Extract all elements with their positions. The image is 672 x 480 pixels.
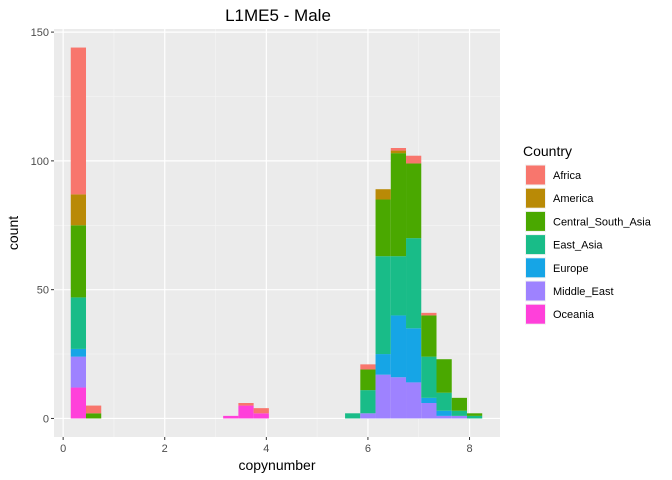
bar-segment-europe xyxy=(421,397,437,403)
bar-segment-middle-east xyxy=(436,415,452,419)
bar-segment-middle-east xyxy=(390,377,407,419)
stacked-bars xyxy=(70,47,483,419)
bar-segment-america xyxy=(375,189,391,200)
y-tick-label: 150 xyxy=(31,27,49,39)
x-axis-title: copynumber xyxy=(238,457,315,473)
legend-label: Europe xyxy=(553,263,588,275)
bar-segment-east-asia xyxy=(466,415,483,419)
bar-segment-europe xyxy=(406,328,422,383)
x-tick-label: 6 xyxy=(365,443,371,455)
legend-swatch xyxy=(526,258,545,278)
legend-label: Africa xyxy=(553,170,582,182)
bar-segment-europe xyxy=(390,315,407,378)
bar-segment-east-asia xyxy=(421,356,437,398)
legend-label: Middle_East xyxy=(553,286,614,298)
minor-gridlines xyxy=(54,29,500,437)
bar-segment-east-asia xyxy=(406,238,422,329)
legend-label: America xyxy=(553,193,594,205)
bar-segment-africa xyxy=(390,148,407,151)
bar-segment-central-south-asia xyxy=(451,397,467,411)
y-axis-title: count xyxy=(5,216,21,250)
legend-swatch xyxy=(526,304,545,324)
legend-label: Central_South_Asia xyxy=(553,216,652,228)
bar-segment-europe xyxy=(436,410,452,416)
bar-segment-central-south-asia xyxy=(390,153,407,257)
bar-segment-america xyxy=(70,194,87,226)
bar-segment-middle-east xyxy=(451,415,467,419)
bar-segment-east-asia xyxy=(390,256,407,316)
bar-segment-central-south-asia xyxy=(466,413,483,416)
bar-segment-central-south-asia xyxy=(360,369,376,391)
bar-segment-africa xyxy=(406,155,422,164)
legend: Country Africa America Central_South_Asia E… xyxy=(523,143,652,325)
bar-segment-east-asia xyxy=(375,256,391,355)
bar-segment-east-asia xyxy=(451,410,467,416)
legend-swatch xyxy=(526,165,545,185)
bar-segment-oceania xyxy=(223,415,239,419)
chart-title: L1ME5 - Male xyxy=(225,6,331,25)
x-tick-label: 2 xyxy=(162,443,168,455)
x-tick-label: 8 xyxy=(466,443,472,455)
x-tick-label: 0 xyxy=(60,443,66,455)
bar-segment-central-south-asia xyxy=(375,199,391,257)
legend-swatch xyxy=(526,188,545,208)
bar-segment-africa xyxy=(360,364,376,370)
bar-segment-east-asia xyxy=(360,390,376,414)
bar-segment-central-south-asia xyxy=(86,413,102,419)
bar-segment-central-south-asia xyxy=(421,315,437,357)
bar-segment-middle-east xyxy=(70,356,87,388)
legend-swatch xyxy=(526,281,545,301)
bar-segment-middle-east xyxy=(421,403,437,419)
bar-segment-africa xyxy=(421,312,437,316)
y-tick-label: 100 xyxy=(31,156,49,168)
y-tick-label: 0 xyxy=(43,413,49,425)
bar-segment-europe xyxy=(70,348,87,357)
bar-segment-oceania xyxy=(238,405,254,419)
bar-segment-middle-east xyxy=(375,374,391,419)
bar-segment-africa xyxy=(238,403,254,406)
bar-segment-east-asia xyxy=(436,392,452,411)
legend-swatch xyxy=(526,235,545,255)
bar-segment-africa xyxy=(70,47,87,195)
bar-segment-east-asia xyxy=(70,297,87,349)
legend-swatch xyxy=(526,211,545,231)
bar-segment-africa xyxy=(86,405,102,414)
bar-segment-oceania xyxy=(253,413,269,419)
bar-segment-east-asia xyxy=(345,413,361,419)
bar-segment-america xyxy=(390,150,407,154)
bar-segment-middle-east xyxy=(360,413,376,419)
bar-segment-oceania xyxy=(70,387,87,419)
bar-segment-middle-east xyxy=(406,382,422,419)
x-tick-label: 4 xyxy=(263,443,269,455)
bar-segment-europe xyxy=(375,354,391,375)
y-axis: 0 50 100 150 xyxy=(31,27,54,425)
bar-segment-africa xyxy=(253,408,269,414)
bar-segment-central-south-asia xyxy=(406,163,422,239)
y-tick-label: 50 xyxy=(37,285,49,297)
bar-segment-central-south-asia xyxy=(436,359,452,393)
legend-title: Country xyxy=(523,143,572,159)
legend-label: East_Asia xyxy=(553,240,603,252)
bar-segment-central-south-asia xyxy=(70,225,87,298)
x-axis: 0 2 4 6 8 xyxy=(60,437,473,455)
legend-label: Oceania xyxy=(553,309,595,321)
